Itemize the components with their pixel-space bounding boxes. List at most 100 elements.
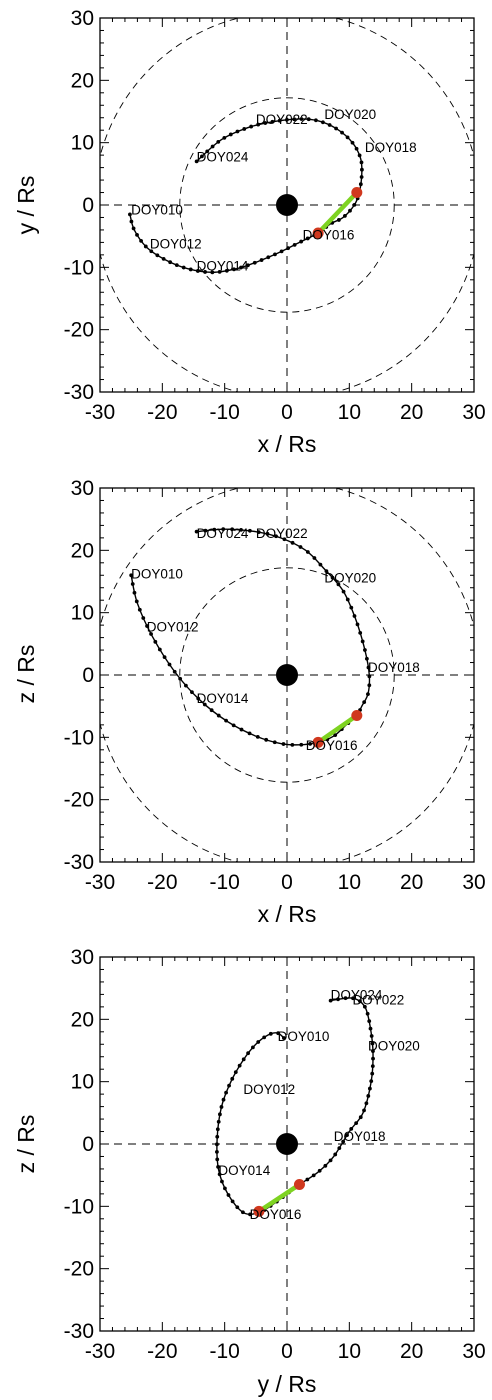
doy-label: DOY022 [256, 112, 308, 127]
x-tick-label: 20 [400, 401, 423, 424]
orbit-point [200, 154, 204, 159]
orbit-point [299, 117, 304, 121]
orbit-point [324, 569, 329, 574]
orbit-point [223, 1186, 227, 1191]
orbit-point [217, 269, 222, 274]
orbit-point [317, 1168, 322, 1173]
x-tick-label: -10 [209, 1340, 239, 1363]
orbit-point [232, 267, 236, 272]
orbit-point [370, 1041, 375, 1046]
doy-label: DOY022 [256, 526, 308, 541]
orbit-point [366, 665, 371, 670]
orbit-point [241, 1057, 246, 1062]
orbit-point [273, 252, 277, 257]
orbit-point [251, 1045, 255, 1050]
orbit-point [172, 669, 177, 674]
orbit-point [336, 997, 340, 1002]
orbit-point [349, 605, 354, 610]
doy-label: DOY014 [218, 1163, 270, 1178]
orbit-point [128, 212, 132, 217]
orbit-point [341, 589, 346, 594]
orbit-point [348, 208, 352, 213]
orbit-point [270, 119, 275, 124]
orbit-point [131, 226, 136, 231]
orbit-point [224, 1090, 228, 1095]
orbit-point [202, 702, 207, 707]
orbit-point [340, 130, 344, 135]
orbit-point [215, 1157, 220, 1162]
orbit-point [328, 1158, 333, 1163]
orbit-point [143, 244, 148, 249]
orbit-point [370, 1064, 375, 1069]
orbit-point [188, 267, 193, 272]
orbit-point [137, 607, 142, 612]
x-tick-label: -20 [147, 401, 177, 424]
y-tick-label: 0 [82, 194, 94, 217]
orbit-point [224, 268, 229, 273]
orbit-point [263, 121, 268, 125]
orbit-point [141, 616, 146, 620]
orbit-point [237, 1063, 242, 1068]
doy-label: DOY022 [352, 992, 404, 1007]
y-tick-label: -20 [64, 319, 94, 342]
orbit-point [217, 1172, 222, 1177]
orbit-point [277, 118, 282, 123]
y-tick-label: 10 [71, 1071, 94, 1094]
y-tick-label: 30 [71, 477, 94, 500]
orbit-point [308, 741, 313, 746]
event-marker [351, 187, 363, 199]
orbit-point [130, 582, 135, 586]
x-tick-label: 10 [338, 871, 361, 894]
orbit-point [364, 1101, 369, 1106]
orbit-point [220, 1179, 224, 1184]
panel-xy-xlabel: x / Rs [258, 431, 317, 457]
orbit-point [369, 1034, 374, 1038]
orbit-point [306, 117, 311, 122]
panel-xz: z / Rs x / Rs DOY024 DOY022DOY020DOY018DO… [13, 477, 486, 927]
orbit-point [212, 527, 217, 532]
orbit-point [184, 683, 188, 688]
orbit-point [157, 647, 162, 652]
doy-label: DOY024 [197, 149, 249, 164]
orbit-point [345, 1133, 349, 1138]
highlight-segment [315, 190, 360, 236]
orbit-point [343, 996, 348, 1001]
doy-label: DOY024 [331, 987, 383, 1002]
orbit-point [221, 527, 226, 532]
orbit-point [368, 1026, 373, 1031]
orbit-line [130, 528, 371, 746]
x-tick-label: -10 [209, 871, 239, 894]
doy-label: DOY020 [324, 107, 376, 122]
orbit-point [364, 656, 369, 661]
orbit-point [367, 674, 372, 679]
doy-label: DOY018 [368, 660, 420, 675]
orbit-point [145, 624, 149, 628]
orbit-point [235, 1205, 240, 1210]
orbit-point [215, 1134, 220, 1139]
orbit-point [349, 1126, 354, 1131]
y-tick-label: 20 [71, 1008, 94, 1031]
orbit-point [290, 742, 295, 747]
orbit-point [256, 1040, 261, 1044]
orbit-point [359, 175, 364, 179]
y-tick-label: 20 [71, 539, 94, 562]
orbit-point [246, 1051, 251, 1056]
orbit-point [216, 139, 221, 144]
orbit-point [178, 676, 183, 681]
doy-label: DOY012 [147, 619, 199, 634]
orbit-point [259, 258, 264, 262]
y-tick-label: -20 [64, 789, 94, 812]
orbit-point [168, 260, 173, 265]
doy-label: DOY012 [243, 1082, 295, 1097]
orbit-point [203, 270, 207, 274]
orbit-point [360, 639, 365, 644]
orbit-point [216, 1119, 221, 1124]
orbit-point [249, 124, 254, 129]
orbit-point [239, 265, 243, 270]
orbit-point [194, 159, 199, 164]
orbit-point [362, 1004, 367, 1009]
y-tick-label: 0 [82, 664, 94, 687]
orbit-point [358, 999, 362, 1004]
orbit-point [312, 556, 317, 560]
